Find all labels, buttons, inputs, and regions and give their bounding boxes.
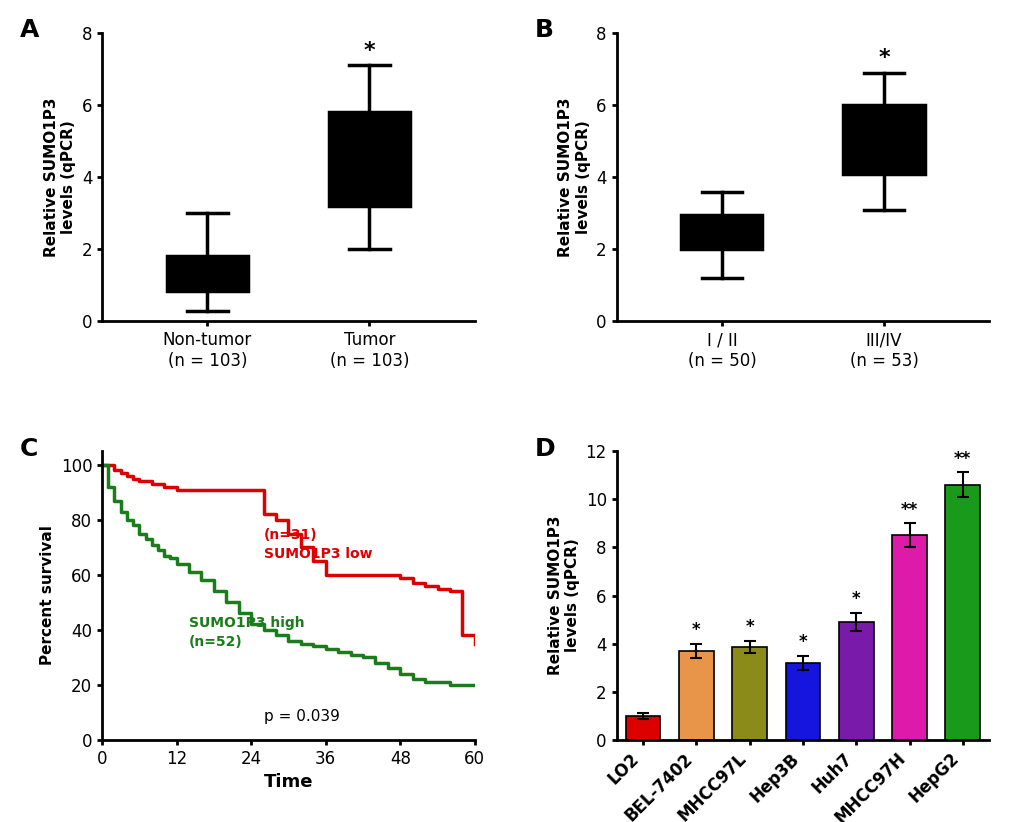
Text: p = 0.039: p = 0.039 [263,709,339,723]
Bar [626,716,660,740]
Y-axis label: Relative SUMO1P3
levels (qPCR): Relative SUMO1P3 levels (qPCR) [547,515,580,676]
Text: D: D [534,436,554,461]
Y-axis label: Relative SUMO1P3
levels (qPCR): Relative SUMO1P3 levels (qPCR) [557,97,590,257]
Bar [679,651,713,740]
PathPatch shape [329,113,410,206]
Text: *: * [364,41,375,61]
Text: *: * [798,633,806,651]
Text: SUMO1P3 low: SUMO1P3 low [263,547,372,561]
Text: **: ** [953,450,970,468]
Text: (n=52): (n=52) [189,635,243,649]
PathPatch shape [167,256,248,291]
Text: *: * [745,618,753,636]
Text: *: * [851,590,860,608]
Text: *: * [692,621,700,640]
Text: A: A [20,18,40,43]
Bar [785,663,819,740]
Y-axis label: Percent survival: Percent survival [40,525,55,666]
Bar [838,622,872,740]
PathPatch shape [843,105,923,173]
PathPatch shape [681,215,761,249]
Bar [892,535,926,740]
Bar [945,485,979,740]
Bar [732,647,766,740]
Text: *: * [877,48,889,68]
Text: C: C [20,436,39,461]
Text: B: B [534,18,553,43]
X-axis label: Time: Time [264,773,313,791]
Y-axis label: Relative SUMO1P3
levels (qPCR): Relative SUMO1P3 levels (qPCR) [44,97,76,257]
Text: (n=31): (n=31) [263,529,317,543]
Text: **: ** [900,501,917,519]
Text: SUMO1P3 high: SUMO1P3 high [189,616,305,630]
